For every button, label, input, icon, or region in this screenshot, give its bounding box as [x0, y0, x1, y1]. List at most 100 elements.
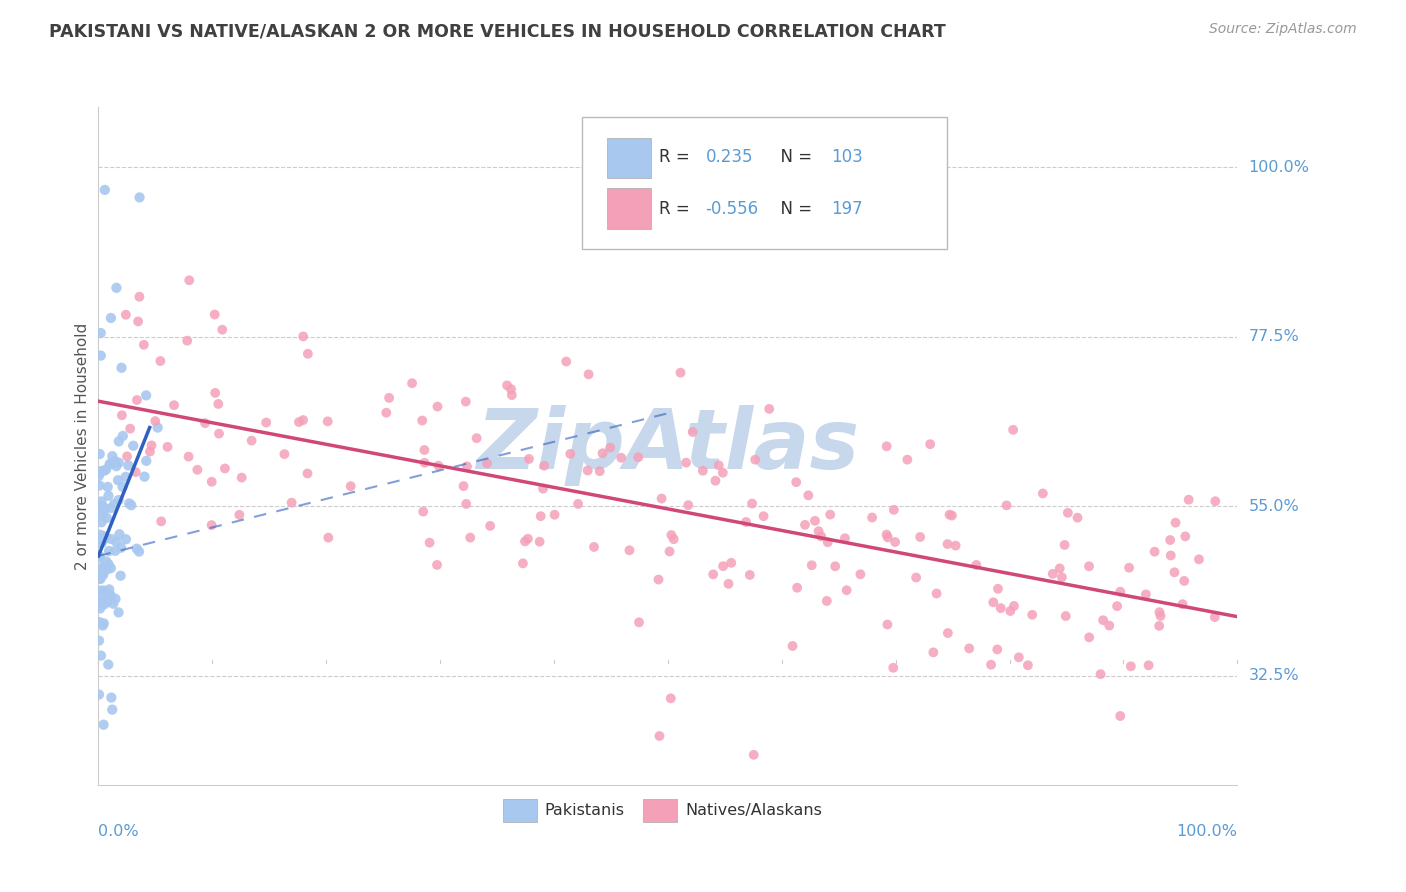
Point [103, 497, 125, 511]
Point [797, 488, 820, 502]
Point [110, 541, 132, 555]
Point [413, 456, 436, 470]
Point [475, 457, 498, 471]
Point [741, 496, 763, 510]
Point [884, 535, 907, 549]
Point [1177, 492, 1199, 507]
Point [93, 533, 115, 547]
Point [1160, 549, 1182, 563]
Point [818, 508, 841, 522]
Point [941, 508, 963, 523]
Point [908, 530, 931, 544]
Point [117, 458, 139, 473]
Point [1002, 599, 1025, 613]
Point [146, 420, 169, 434]
Point [1174, 529, 1197, 543]
Point [717, 577, 740, 591]
Point [744, 452, 766, 467]
Point [530, 509, 553, 524]
Point [93, 591, 115, 605]
Point [93, 565, 115, 579]
Point [1149, 609, 1171, 624]
Text: N =: N = [770, 148, 818, 166]
Point [89, 615, 111, 629]
Point [90, 326, 112, 340]
Point [143, 414, 166, 428]
Text: 32.5%: 32.5% [1249, 668, 1299, 683]
Point [1066, 510, 1088, 524]
Point [111, 429, 134, 443]
Point [128, 190, 150, 204]
Point [89, 601, 111, 615]
Point [120, 498, 142, 512]
Point [318, 531, 340, 545]
Text: Source: ZipAtlas.com: Source: ZipAtlas.com [1209, 22, 1357, 37]
Point [702, 567, 724, 582]
Point [100, 457, 122, 471]
Point [115, 533, 138, 547]
Point [1107, 599, 1129, 614]
Point [96, 595, 118, 609]
Point [93, 559, 115, 574]
Point [114, 470, 136, 484]
Point [176, 334, 198, 348]
Point [132, 338, 155, 352]
Point [128, 290, 150, 304]
Point [578, 368, 600, 382]
Point [627, 615, 650, 630]
Point [413, 442, 436, 457]
Point [980, 657, 1002, 672]
Point [426, 558, 449, 572]
Text: 77.5%: 77.5% [1249, 329, 1299, 344]
Point [876, 530, 898, 544]
Text: ZipAtlas: ZipAtlas [477, 406, 859, 486]
Point [662, 532, 685, 546]
Point [98, 544, 121, 558]
Text: 55.0%: 55.0% [1249, 499, 1299, 514]
Point [1017, 658, 1039, 673]
Point [118, 496, 141, 510]
Point [1149, 605, 1171, 619]
Point [156, 440, 179, 454]
Point [98, 582, 121, 597]
Point [96, 554, 118, 568]
Point [93, 583, 115, 598]
Point [89, 594, 111, 608]
Point [531, 482, 554, 496]
Point [707, 458, 730, 473]
Point [800, 558, 823, 573]
Point [297, 467, 319, 481]
Point [419, 535, 441, 549]
Point [87, 633, 110, 648]
Text: N =: N = [770, 200, 818, 218]
Text: 197: 197 [831, 200, 862, 218]
Point [1092, 613, 1115, 627]
Point [513, 534, 536, 549]
Point [87, 535, 110, 549]
Point [876, 439, 898, 453]
Point [211, 323, 233, 337]
Point [90, 566, 112, 580]
Point [107, 473, 129, 487]
Point [860, 510, 883, 524]
Point [1053, 538, 1076, 552]
Point [93, 529, 115, 543]
Point [720, 556, 742, 570]
Point [465, 431, 488, 445]
Point [90, 494, 112, 508]
Point [89, 572, 111, 586]
Point [100, 501, 122, 516]
Point [582, 540, 605, 554]
Point [990, 601, 1012, 615]
Point [512, 557, 534, 571]
Point [533, 458, 555, 473]
Point [807, 524, 830, 539]
Point [794, 517, 817, 532]
Point [101, 449, 124, 463]
Point [945, 539, 967, 553]
Point [90, 536, 112, 550]
Point [89, 563, 111, 577]
Point [1173, 574, 1195, 588]
Point [987, 582, 1010, 596]
FancyBboxPatch shape [643, 798, 676, 822]
